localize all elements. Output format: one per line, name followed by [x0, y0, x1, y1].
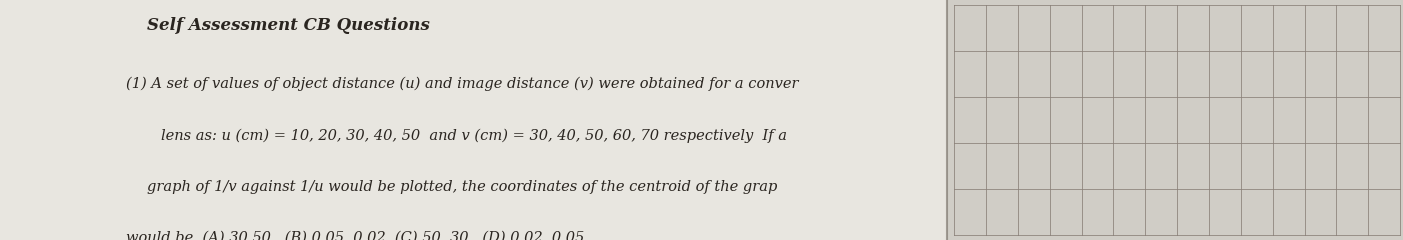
Text: would be  (A) 30,50   (B) 0.05, 0.02  (C) 50, 30   (D) 0.02, 0.05: would be (A) 30,50 (B) 0.05, 0.02 (C) 50… [126, 230, 585, 240]
Text: lens as: u (cm) = 10, 20, 30, 40, 50  and v (cm) = 30, 40, 50, 60, 70 respective: lens as: u (cm) = 10, 20, 30, 40, 50 and… [161, 128, 787, 143]
FancyBboxPatch shape [0, 0, 940, 240]
FancyBboxPatch shape [947, 0, 1403, 240]
Text: graph of 1/v against 1/u would be plotted, the coordinates of the centroid of th: graph of 1/v against 1/u would be plotte… [147, 180, 777, 194]
Text: (1) A set of values of object distance (u) and image distance (v) were obtained : (1) A set of values of object distance (… [126, 77, 798, 91]
Text: Self Assessment CB Questions: Self Assessment CB Questions [147, 17, 431, 34]
